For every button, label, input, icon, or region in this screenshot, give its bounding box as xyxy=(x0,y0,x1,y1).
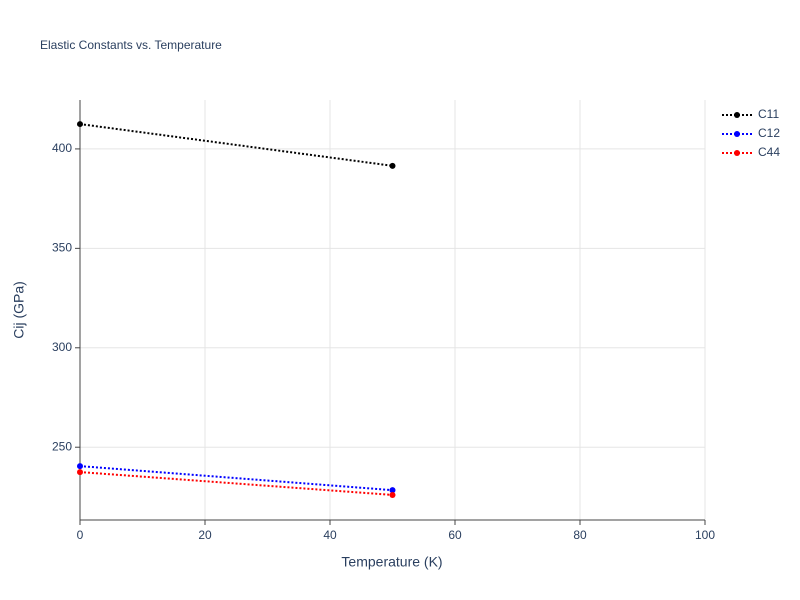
data-point xyxy=(389,491,396,498)
x-tick-label: 80 xyxy=(573,528,587,542)
series-line xyxy=(79,123,393,167)
data-point xyxy=(389,162,396,169)
x-tick-label: 40 xyxy=(323,528,337,542)
legend-label: C12 xyxy=(758,126,780,140)
y-axis-label: Cij (GPa) xyxy=(11,281,27,339)
x-tick-label: 20 xyxy=(198,528,212,542)
x-tick-label: 60 xyxy=(448,528,462,542)
data-point xyxy=(389,487,396,494)
chart-title: Elastic Constants vs. Temperature xyxy=(40,38,222,52)
legend-label: C11 xyxy=(758,107,779,121)
legend-marker xyxy=(734,131,740,137)
y-tick-label: 300 xyxy=(52,340,72,354)
y-tick-label: 400 xyxy=(52,141,72,155)
y-tick-label: 250 xyxy=(52,439,72,453)
data-point xyxy=(77,469,83,476)
x-tick-label: 0 xyxy=(77,528,84,542)
legend-marker xyxy=(734,112,740,118)
data-point xyxy=(77,463,83,470)
legend-marker xyxy=(734,150,740,156)
x-tick-label: 100 xyxy=(695,528,715,542)
series-line xyxy=(79,471,393,496)
y-tick-label: 350 xyxy=(52,241,72,255)
data-point xyxy=(77,121,83,128)
series-line xyxy=(79,465,393,492)
x-axis-label: Temperature (K) xyxy=(341,554,442,570)
legend-label: C44 xyxy=(758,145,780,159)
